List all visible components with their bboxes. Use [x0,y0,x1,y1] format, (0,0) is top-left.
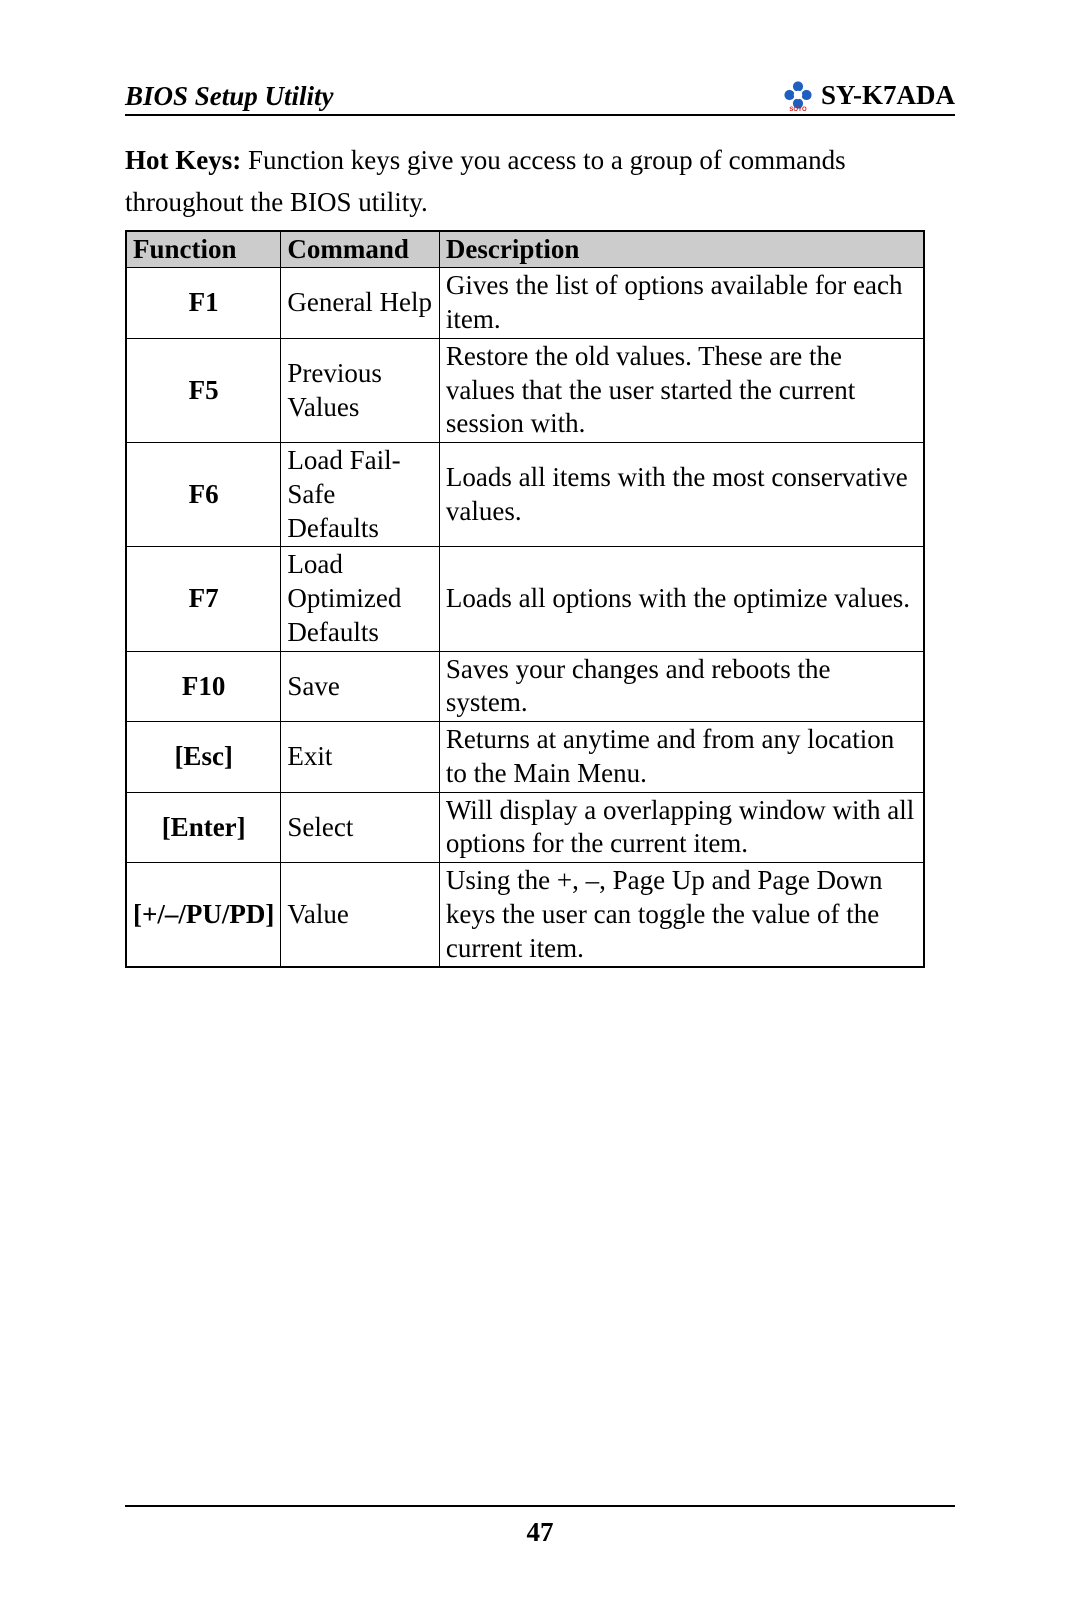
table-row: [Esc] Exit Returns at anytime and from a… [126,722,924,793]
cell-description: Saves your changes and reboots the syste… [439,651,924,722]
cell-description: Loads all items with the most conservati… [439,443,924,547]
intro-lead: Hot Keys: [125,145,241,175]
table-row: F5 Previous Values Restore the old value… [126,338,924,442]
cell-function: F5 [126,338,281,442]
cell-command: Previous Values [281,338,440,442]
header-title-right: SOYO SY-K7ADA [781,78,955,112]
page-footer: 47 [125,1505,955,1548]
cell-function: F10 [126,651,281,722]
soyo-logo-icon: SOYO [781,78,815,112]
header-title-left: BIOS Setup Utility [125,81,334,112]
table-row: F10 Save Saves your changes and reboots … [126,651,924,722]
hotkeys-table: Function Command Description F1 General … [125,230,925,969]
cell-function: F6 [126,443,281,547]
intro-paragraph: Hot Keys: Function keys give you access … [125,140,955,224]
logo-lobe [801,90,811,100]
cell-command: Value [281,863,440,968]
cell-command: Load Optimized Defaults [281,547,440,651]
cell-description: Loads all options with the optimize valu… [439,547,924,651]
table-row: [Enter] Select Will display a overlappin… [126,792,924,863]
cell-function: [Enter] [126,792,281,863]
header-model: SY-K7ADA [821,80,955,111]
cell-command: Save [281,651,440,722]
cell-command: General Help [281,268,440,339]
table-header-row: Function Command Description [126,231,924,268]
col-description: Description [439,231,924,268]
cell-description: Using the +, –, Page Up and Page Down ke… [439,863,924,968]
table-row: [+/–/PU/PD] Value Using the +, –, Page U… [126,863,924,968]
cell-command: Exit [281,722,440,793]
page-header: BIOS Setup Utility SOYO SY-K7ADA [125,78,955,116]
cell-description: Restore the old values. These are the va… [439,338,924,442]
logo-text: SOYO [789,107,807,112]
page-number: 47 [527,1517,554,1547]
logo-center [794,91,803,100]
cell-description: Returns at anytime and from any location… [439,722,924,793]
cell-function: [Esc] [126,722,281,793]
col-command: Command [281,231,440,268]
document-page: BIOS Setup Utility SOYO SY-K7ADA Hot Key… [0,0,1080,1618]
table-row: F1 General Help Gives the list of option… [126,268,924,339]
col-function: Function [126,231,281,268]
cell-function: [+/–/PU/PD] [126,863,281,968]
cell-description: Will display a overlapping window with a… [439,792,924,863]
logo-lobe [793,81,803,91]
cell-function: F1 [126,268,281,339]
table-row: F6 Load Fail-Safe Defaults Loads all ite… [126,443,924,547]
table-row: F7 Load Optimized Defaults Loads all opt… [126,547,924,651]
cell-command: Load Fail-Safe Defaults [281,443,440,547]
cell-function: F7 [126,547,281,651]
cell-command: Select [281,792,440,863]
cell-description: Gives the list of options available for … [439,268,924,339]
logo-lobe [784,90,794,100]
